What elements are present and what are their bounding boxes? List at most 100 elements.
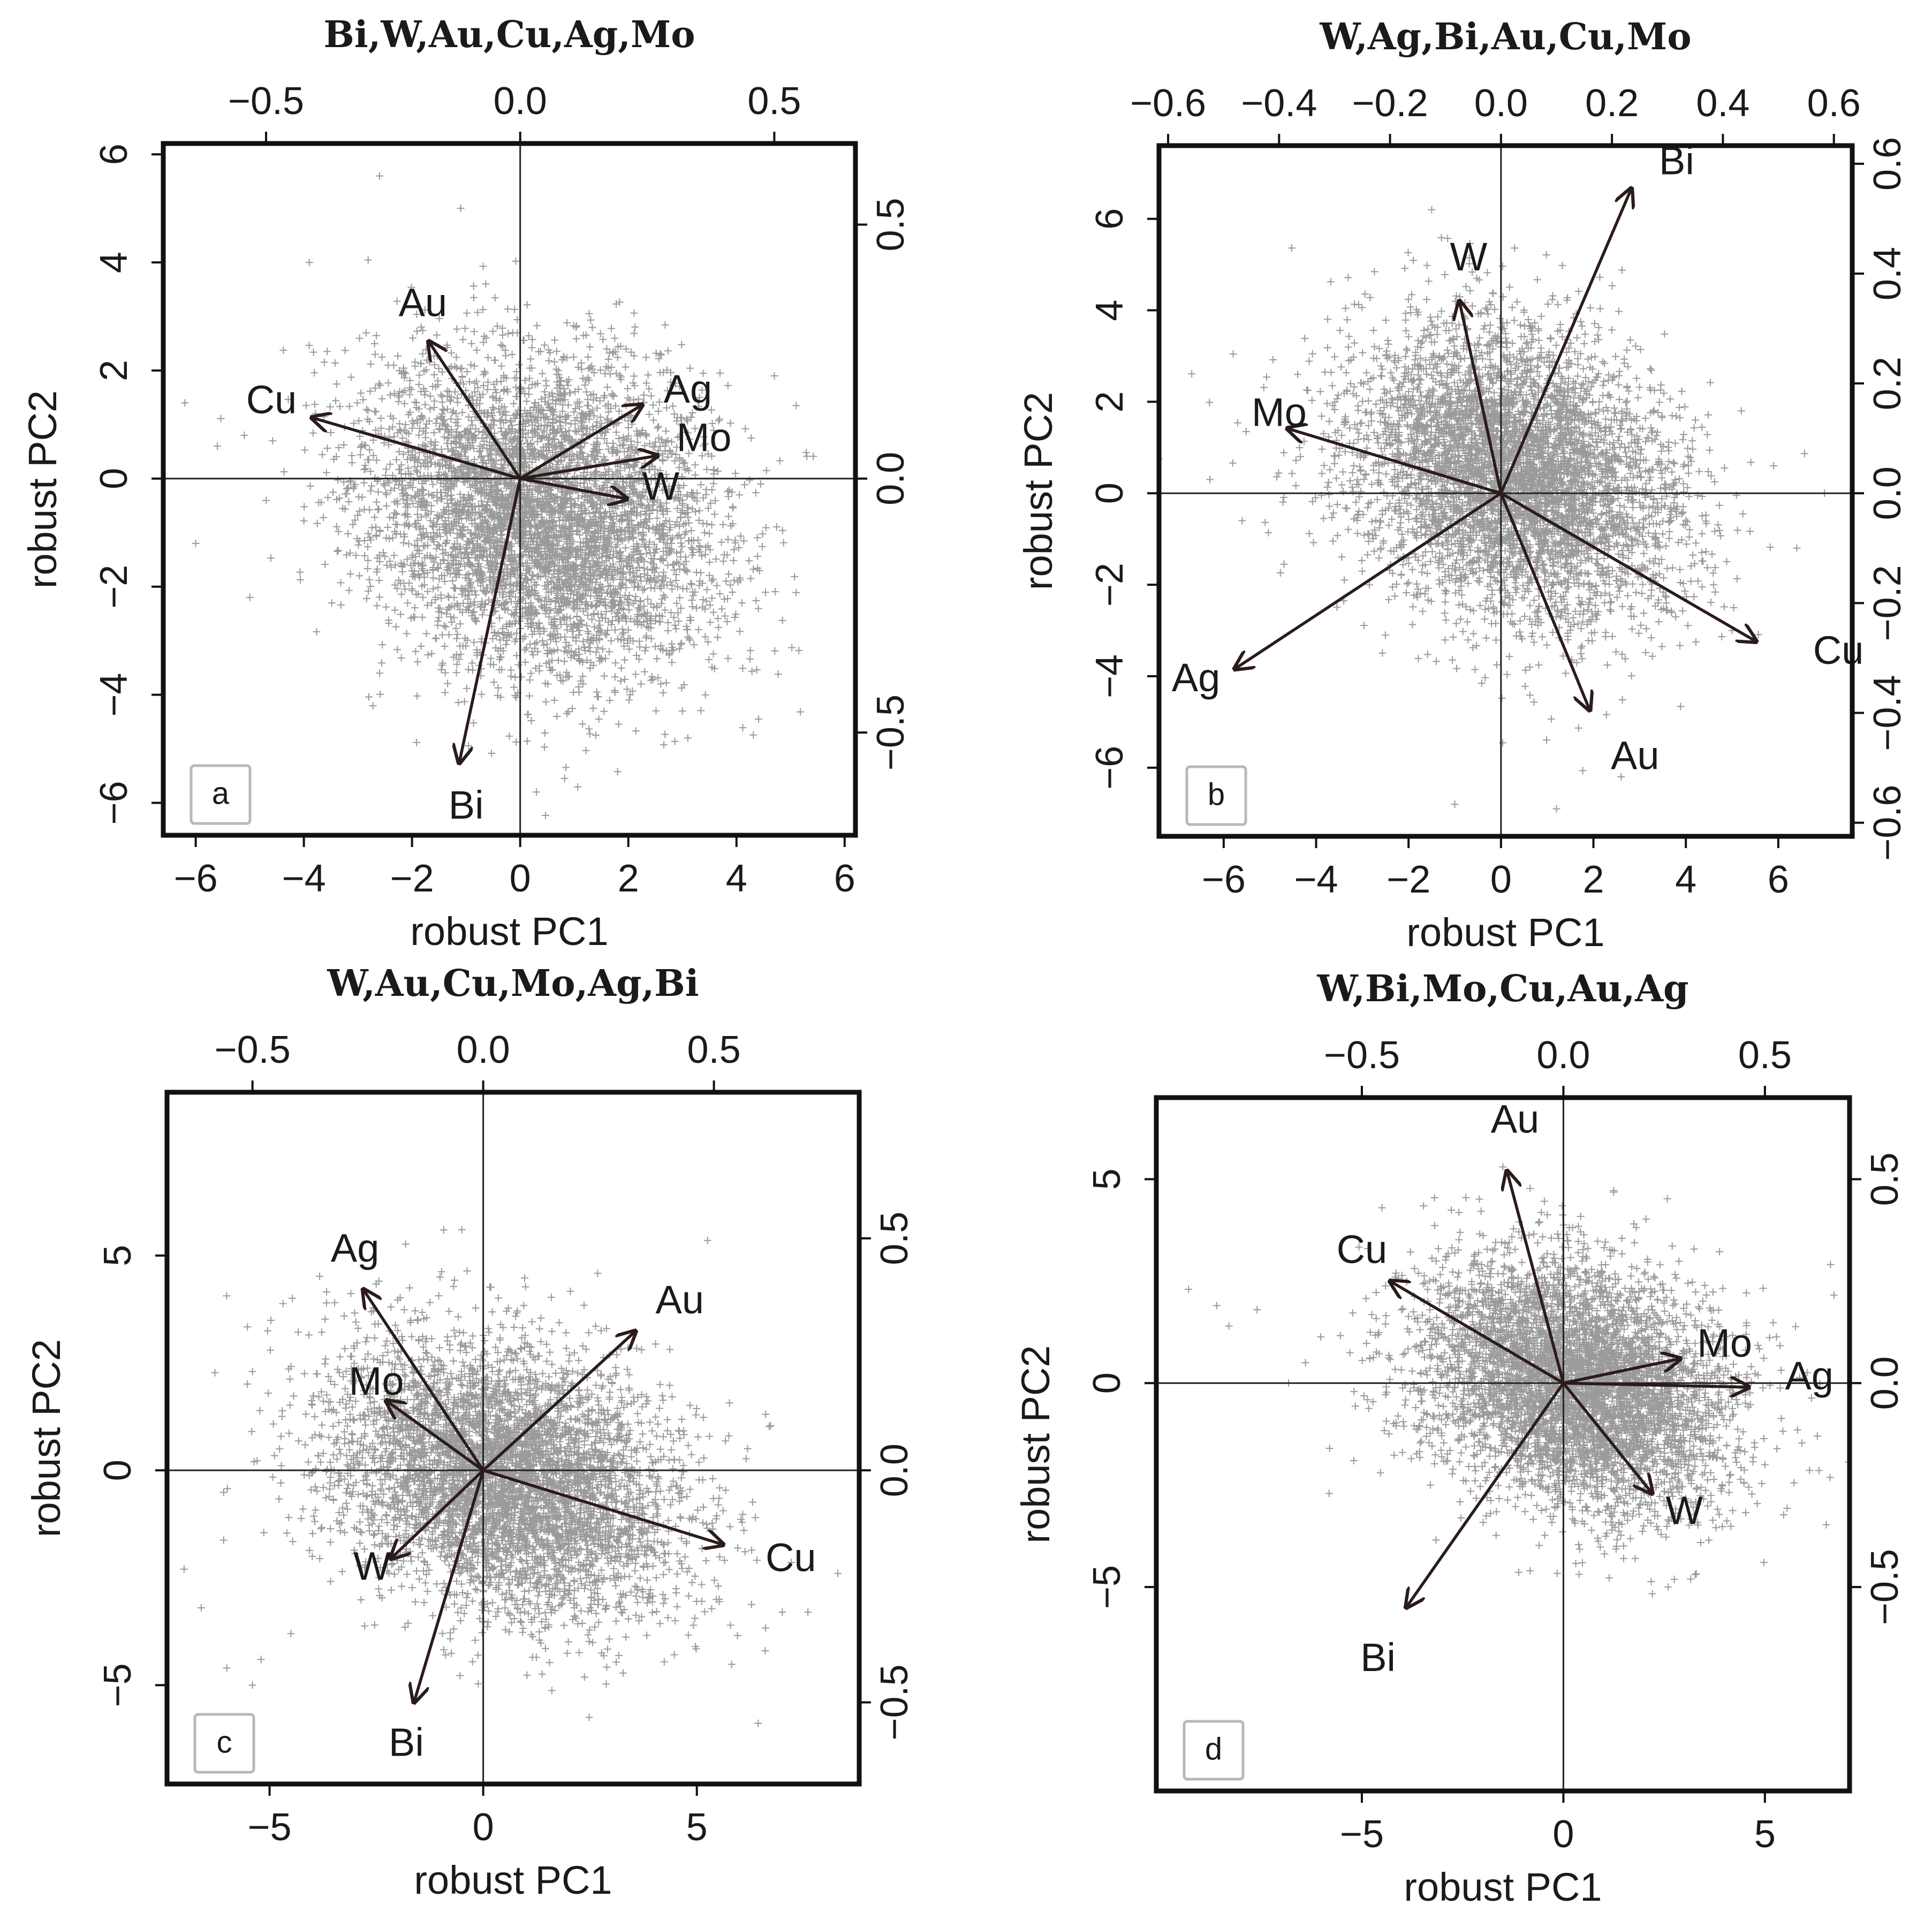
loading-arrow-ag — [1563, 1383, 1748, 1387]
panel-title: W,Ag,Bi,Au,Cu,Mo — [1319, 16, 1691, 58]
x-tick-label: 0 — [510, 857, 531, 900]
x-axis-label: robust PC1 — [1406, 910, 1604, 955]
y-tick-label: 2 — [93, 360, 135, 381]
x-tick-label: −4 — [282, 857, 326, 900]
loading-label-mo: Mo — [349, 1359, 404, 1403]
x-axis-label: robust PC1 — [1404, 1865, 1602, 1909]
panel-title: W,Au,Cu,Mo,Ag,Bi — [327, 962, 699, 1005]
top-tick-label: 0.0 — [1536, 1034, 1590, 1077]
x-tick-label: 2 — [1583, 858, 1604, 901]
loading-arrow-bi — [459, 478, 522, 763]
x-tick-label: 0 — [1552, 1813, 1574, 1856]
loading-arrow-w — [520, 477, 627, 499]
right-tick-label: −0.5 — [1863, 1549, 1906, 1625]
x-tick-label: 5 — [1754, 1813, 1776, 1856]
sample-scatter — [180, 1226, 842, 1727]
y-axis-label: robust PC2 — [1013, 1345, 1058, 1543]
x-tick-label: −5 — [248, 1806, 292, 1849]
top-tick-label: −0.5 — [215, 1029, 291, 1071]
right-tick-label: 0.5 — [869, 198, 912, 251]
right-tick-label: 0.2 — [1866, 357, 1909, 410]
right-tick-label: 0.6 — [1866, 137, 1909, 191]
loading-arrow-cu — [1390, 1281, 1564, 1385]
top-tick-label: 0.0 — [1474, 82, 1528, 125]
loading-arrow-au — [1507, 1171, 1565, 1384]
x-tick-label: 0 — [473, 1806, 494, 1849]
loading-arrow-w — [1459, 301, 1503, 494]
y-tick-label: −4 — [1088, 654, 1131, 698]
y-axis-label: robust PC2 — [20, 390, 65, 588]
loading-arrow-ag — [1234, 492, 1502, 669]
y-tick-label: 4 — [93, 252, 135, 273]
y-tick-label: 0 — [1088, 482, 1131, 504]
right-tick-label: 0.4 — [1866, 247, 1909, 300]
sample-scatter — [181, 172, 817, 819]
loading-label-w: W — [1450, 235, 1488, 279]
right-tick-label: 0.0 — [1863, 1356, 1906, 1410]
panel-tag-label: b — [1208, 777, 1225, 812]
loading-arrow-w — [391, 1469, 484, 1559]
y-tick-label: 6 — [93, 143, 135, 165]
loading-arrow-au — [429, 342, 521, 480]
x-tick-label: 6 — [834, 857, 855, 900]
top-tick-label: 0.6 — [1807, 82, 1861, 125]
y-tick-label: −5 — [96, 1663, 139, 1707]
scatter-points — [1185, 1163, 1850, 1598]
right-tick-label: 0.0 — [873, 1443, 916, 1497]
scatter-points — [1159, 206, 1829, 813]
y-tick-label: 5 — [1086, 1168, 1128, 1190]
plot-frame — [1156, 143, 1855, 839]
panel-tag-box — [1183, 1720, 1245, 1781]
y-tick-label: 0 — [1086, 1372, 1128, 1394]
top-tick-label: 0.5 — [687, 1029, 741, 1071]
x-tick-label: −6 — [1202, 858, 1246, 901]
top-tick-label: −0.5 — [1324, 1034, 1400, 1077]
loading-label-w: W — [1665, 1488, 1703, 1533]
x-axis-label: robust PC1 — [410, 909, 608, 954]
loading-label-ag: Ag — [664, 367, 713, 411]
loading-arrow-mo — [1287, 428, 1502, 495]
y-tick-label: 0 — [93, 468, 135, 489]
loading-label-w: W — [353, 1544, 391, 1588]
x-tick-label: 0 — [1490, 858, 1512, 901]
loading-label-bi: Bi — [449, 783, 484, 827]
top-tick-label: −0.6 — [1130, 82, 1206, 125]
x-tick-label: −5 — [1340, 1813, 1384, 1856]
loading-label-cu: Cu — [1813, 628, 1864, 672]
loading-label-mo: Mo — [677, 415, 732, 460]
right-tick-label: 0.5 — [873, 1212, 916, 1265]
panel-title: W,Bi,Mo,Cu,Au,Ag — [1316, 967, 1688, 1010]
sample-scatter — [1159, 206, 1829, 813]
panel-tag-label: d — [1205, 1732, 1222, 1766]
right-tick-label: −0.4 — [1866, 675, 1909, 751]
loading-label-ag: Ag — [1785, 1354, 1833, 1398]
loading-arrow-cu — [312, 418, 521, 480]
scatter-points — [180, 1226, 842, 1727]
loading-label-w: W — [642, 464, 679, 509]
y-tick-label: −2 — [93, 565, 135, 609]
y-tick-label: 5 — [96, 1245, 139, 1266]
loading-label-bi: Bi — [1360, 1635, 1396, 1680]
y-tick-label: −6 — [1088, 746, 1131, 790]
right-tick-label: −0.5 — [869, 694, 912, 770]
loading-label-cu: Cu — [766, 1535, 816, 1579]
y-axis-label: robust PC2 — [1016, 392, 1060, 590]
y-tick-label: 6 — [1088, 208, 1131, 230]
right-tick-label: 0.0 — [1866, 466, 1909, 520]
y-tick-label: 0 — [96, 1460, 139, 1481]
panel-c: Ag Au Mo Cu W Bi c −5 0 5 −5 0 5 −0.5 0.0 0.5 −0.5 0.0 0.5… — [24, 962, 916, 1902]
loading-label-cu: Cu — [246, 377, 297, 422]
plot-frame — [1154, 1095, 1852, 1794]
top-tick-label: 0.5 — [747, 80, 801, 123]
panel-title: Bi,W,Au,Cu,Ag,Mo — [323, 13, 695, 56]
top-tick-label: 0.2 — [1585, 82, 1639, 125]
x-tick-label: 6 — [1768, 858, 1789, 901]
panel-tag-label: a — [212, 776, 230, 811]
top-tick-label: 0.0 — [457, 1029, 510, 1071]
loading-arrow-bi — [1499, 188, 1632, 494]
loading-label-au: Au — [1491, 1097, 1540, 1141]
